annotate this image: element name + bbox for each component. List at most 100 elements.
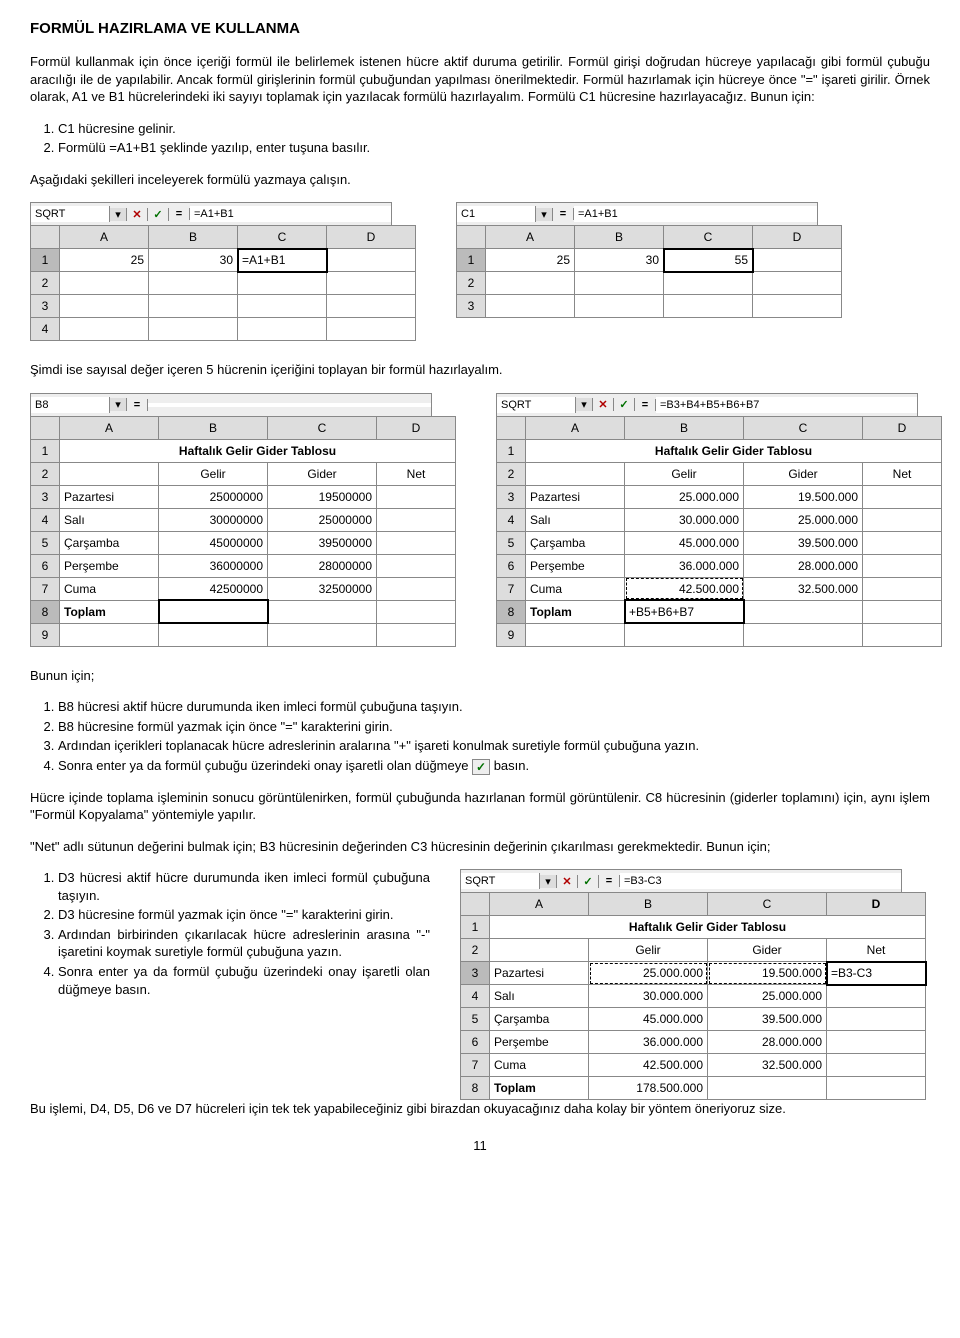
- cell[interactable]: 45.000.000: [589, 1008, 708, 1031]
- col-header[interactable]: B: [149, 226, 238, 249]
- cell[interactable]: 25.000.000: [625, 485, 744, 508]
- equals-icon[interactable]: =: [127, 399, 148, 411]
- row-header[interactable]: 1: [31, 439, 60, 462]
- col-header[interactable]: A: [526, 416, 625, 439]
- cell[interactable]: 28.000.000: [744, 554, 863, 577]
- formula-input[interactable]: =B3-C3: [620, 873, 901, 889]
- col-header[interactable]: D: [327, 226, 416, 249]
- enter-icon[interactable]: ✓: [614, 398, 635, 411]
- name-box[interactable]: SQRT: [497, 397, 576, 413]
- col-header[interactable]: A: [486, 226, 575, 249]
- spreadsheet[interactable]: A B C D 1 Haftalık Gelir Gider Tablosu 2…: [460, 892, 926, 1100]
- cell[interactable]: 30: [575, 249, 664, 272]
- cell[interactable]: Çarşamba: [490, 1008, 589, 1031]
- row-header[interactable]: 9: [497, 623, 526, 646]
- cell[interactable]: 25.000.000: [589, 962, 708, 985]
- col-header[interactable]: B: [589, 893, 708, 916]
- cell[interactable]: 45000000: [159, 531, 268, 554]
- cell[interactable]: 30000000: [159, 508, 268, 531]
- cell[interactable]: 25: [60, 249, 149, 272]
- row-header[interactable]: 4: [497, 508, 526, 531]
- cell[interactable]: 25: [486, 249, 575, 272]
- cell[interactable]: 36.000.000: [589, 1031, 708, 1054]
- col-header[interactable]: A: [490, 893, 589, 916]
- row-header[interactable]: 3: [457, 295, 486, 318]
- cell[interactable]: Pazartesi: [526, 485, 625, 508]
- cell[interactable]: 19.500.000: [708, 962, 827, 985]
- dropdown-icon[interactable]: ▾: [576, 398, 593, 411]
- cell[interactable]: Salı: [60, 508, 159, 531]
- cell[interactable]: 178.500.000: [589, 1077, 708, 1100]
- cell[interactable]: 25000000: [268, 508, 377, 531]
- row-header[interactable]: 5: [31, 531, 60, 554]
- cancel-icon[interactable]: ✕: [127, 208, 148, 221]
- cell[interactable]: 25000000: [159, 485, 268, 508]
- cell[interactable]: Toplam: [526, 600, 625, 623]
- cell-active[interactable]: =A1+B1: [238, 249, 327, 272]
- cell[interactable]: Salı: [526, 508, 625, 531]
- row-header[interactable]: 5: [461, 1008, 490, 1031]
- cell[interactable]: 25.000.000: [744, 508, 863, 531]
- row-header[interactable]: 3: [461, 962, 490, 985]
- enter-icon[interactable]: ✓: [472, 759, 490, 775]
- col-header[interactable]: C: [238, 226, 327, 249]
- cell[interactable]: 36000000: [159, 554, 268, 577]
- cell[interactable]: Salı: [490, 985, 589, 1008]
- cell[interactable]: 32.500.000: [744, 577, 863, 600]
- row-header[interactable]: 3: [31, 295, 60, 318]
- cell[interactable]: 42.500.000: [589, 1054, 708, 1077]
- row-header[interactable]: 7: [461, 1054, 490, 1077]
- spreadsheet[interactable]: A B C D 1 25 30 =A1+B1 2 3 4: [30, 225, 416, 341]
- cell[interactable]: 36.000.000: [625, 554, 744, 577]
- col-header[interactable]: B: [159, 416, 268, 439]
- row-header[interactable]: 2: [457, 272, 486, 295]
- cell[interactable]: 19.500.000: [744, 485, 863, 508]
- cell[interactable]: Pazartesi: [490, 962, 589, 985]
- name-box[interactable]: SQRT: [31, 206, 110, 222]
- cancel-icon[interactable]: ✕: [557, 875, 578, 888]
- cell[interactable]: Pazartesi: [60, 485, 159, 508]
- row-header[interactable]: 6: [31, 554, 60, 577]
- cell-active[interactable]: 55: [664, 249, 753, 272]
- cell[interactable]: Cuma: [490, 1054, 589, 1077]
- cell[interactable]: 25.000.000: [708, 985, 827, 1008]
- cell[interactable]: 45.000.000: [625, 531, 744, 554]
- cell[interactable]: 39500000: [268, 531, 377, 554]
- cell[interactable]: [327, 249, 416, 272]
- cancel-icon[interactable]: ✕: [593, 398, 614, 411]
- cell[interactable]: 30: [149, 249, 238, 272]
- enter-icon[interactable]: ✓: [148, 208, 169, 221]
- row-header[interactable]: 1: [461, 916, 490, 939]
- cell[interactable]: 28.000.000: [708, 1031, 827, 1054]
- cell[interactable]: Cuma: [526, 577, 625, 600]
- cell[interactable]: Perşembe: [526, 554, 625, 577]
- cell[interactable]: 28000000: [268, 554, 377, 577]
- col-header[interactable]: D: [863, 416, 942, 439]
- col-header[interactable]: C: [268, 416, 377, 439]
- col-header[interactable]: C: [664, 226, 753, 249]
- name-box[interactable]: SQRT: [461, 873, 540, 889]
- cell-active[interactable]: +B5+B6+B7: [625, 600, 744, 623]
- cell[interactable]: Çarşamba: [526, 531, 625, 554]
- row-header[interactable]: 6: [461, 1031, 490, 1054]
- formula-input[interactable]: =A1+B1: [190, 206, 391, 222]
- row-header[interactable]: 2: [31, 272, 60, 295]
- col-header[interactable]: C: [708, 893, 827, 916]
- formula-input[interactable]: =A1+B1: [574, 206, 817, 222]
- row-header[interactable]: 3: [31, 485, 60, 508]
- cell[interactable]: 42500000: [159, 577, 268, 600]
- cell-active[interactable]: [159, 600, 268, 623]
- name-box[interactable]: B8: [31, 397, 110, 413]
- row-header[interactable]: 4: [31, 508, 60, 531]
- cell[interactable]: [753, 249, 842, 272]
- row-header[interactable]: 2: [31, 462, 60, 485]
- formula-input[interactable]: =B3+B4+B5+B6+B7: [656, 397, 917, 413]
- col-header[interactable]: B: [575, 226, 664, 249]
- spreadsheet[interactable]: A B C D 1 Haftalık Gelir Gider Tablosu 2…: [30, 416, 456, 647]
- equals-icon[interactable]: =: [599, 875, 620, 887]
- spreadsheet[interactable]: A B C D 1 25 30 55 2 3: [456, 225, 842, 318]
- equals-icon[interactable]: =: [169, 208, 190, 220]
- dropdown-icon[interactable]: ▾: [110, 398, 127, 411]
- cell[interactable]: Çarşamba: [60, 531, 159, 554]
- cell[interactable]: 19500000: [268, 485, 377, 508]
